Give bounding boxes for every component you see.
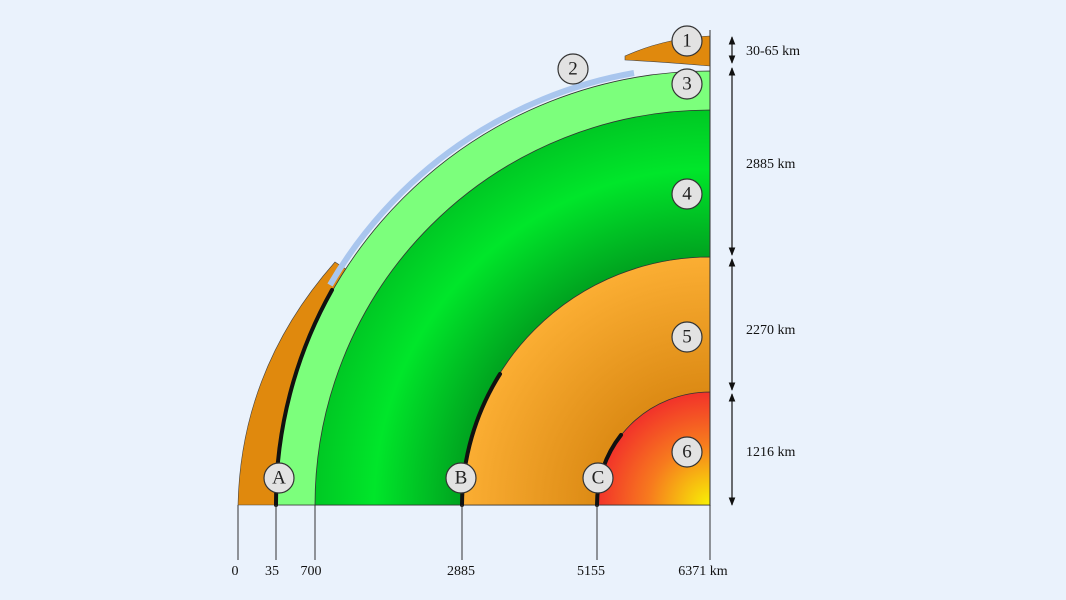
layer-badge: 5 xyxy=(671,321,703,353)
thickness-label: 2885 km xyxy=(746,157,796,172)
layer-number: 4 xyxy=(682,184,692,205)
depth-label: 6371 km xyxy=(678,564,728,579)
layer-number: 1 xyxy=(682,31,692,52)
layer-number: 6 xyxy=(682,442,692,463)
layer-badge: 1 xyxy=(671,25,703,57)
oceanic-crust xyxy=(327,70,635,287)
depth-label: 5155 xyxy=(577,564,605,579)
depth-label: 2885 xyxy=(447,564,475,579)
depth-label: 0 xyxy=(232,564,239,579)
layer-badge: 2 xyxy=(557,53,589,85)
boundary-letter: C xyxy=(592,468,605,489)
boundary-badge: B xyxy=(445,462,477,494)
depth-label: 700 xyxy=(301,564,322,579)
thickness-label: 30-65 km xyxy=(746,44,800,59)
boundary-letter: B xyxy=(455,468,468,489)
boundary-letter: A xyxy=(272,468,286,489)
layer-number: 2 xyxy=(568,59,578,80)
layer-badge: 6 xyxy=(671,436,703,468)
layer-badge: 3 xyxy=(671,68,703,100)
depth-label: 35 xyxy=(265,564,279,579)
boundary-badge: C xyxy=(582,462,614,494)
boundary-badge: A xyxy=(263,462,295,494)
thickness-label: 1216 km xyxy=(746,445,796,460)
thickness-label: 2270 km xyxy=(746,323,796,338)
layer-number: 5 xyxy=(682,327,692,348)
layer-number: 3 xyxy=(682,74,692,95)
layer-badge: 4 xyxy=(671,178,703,210)
